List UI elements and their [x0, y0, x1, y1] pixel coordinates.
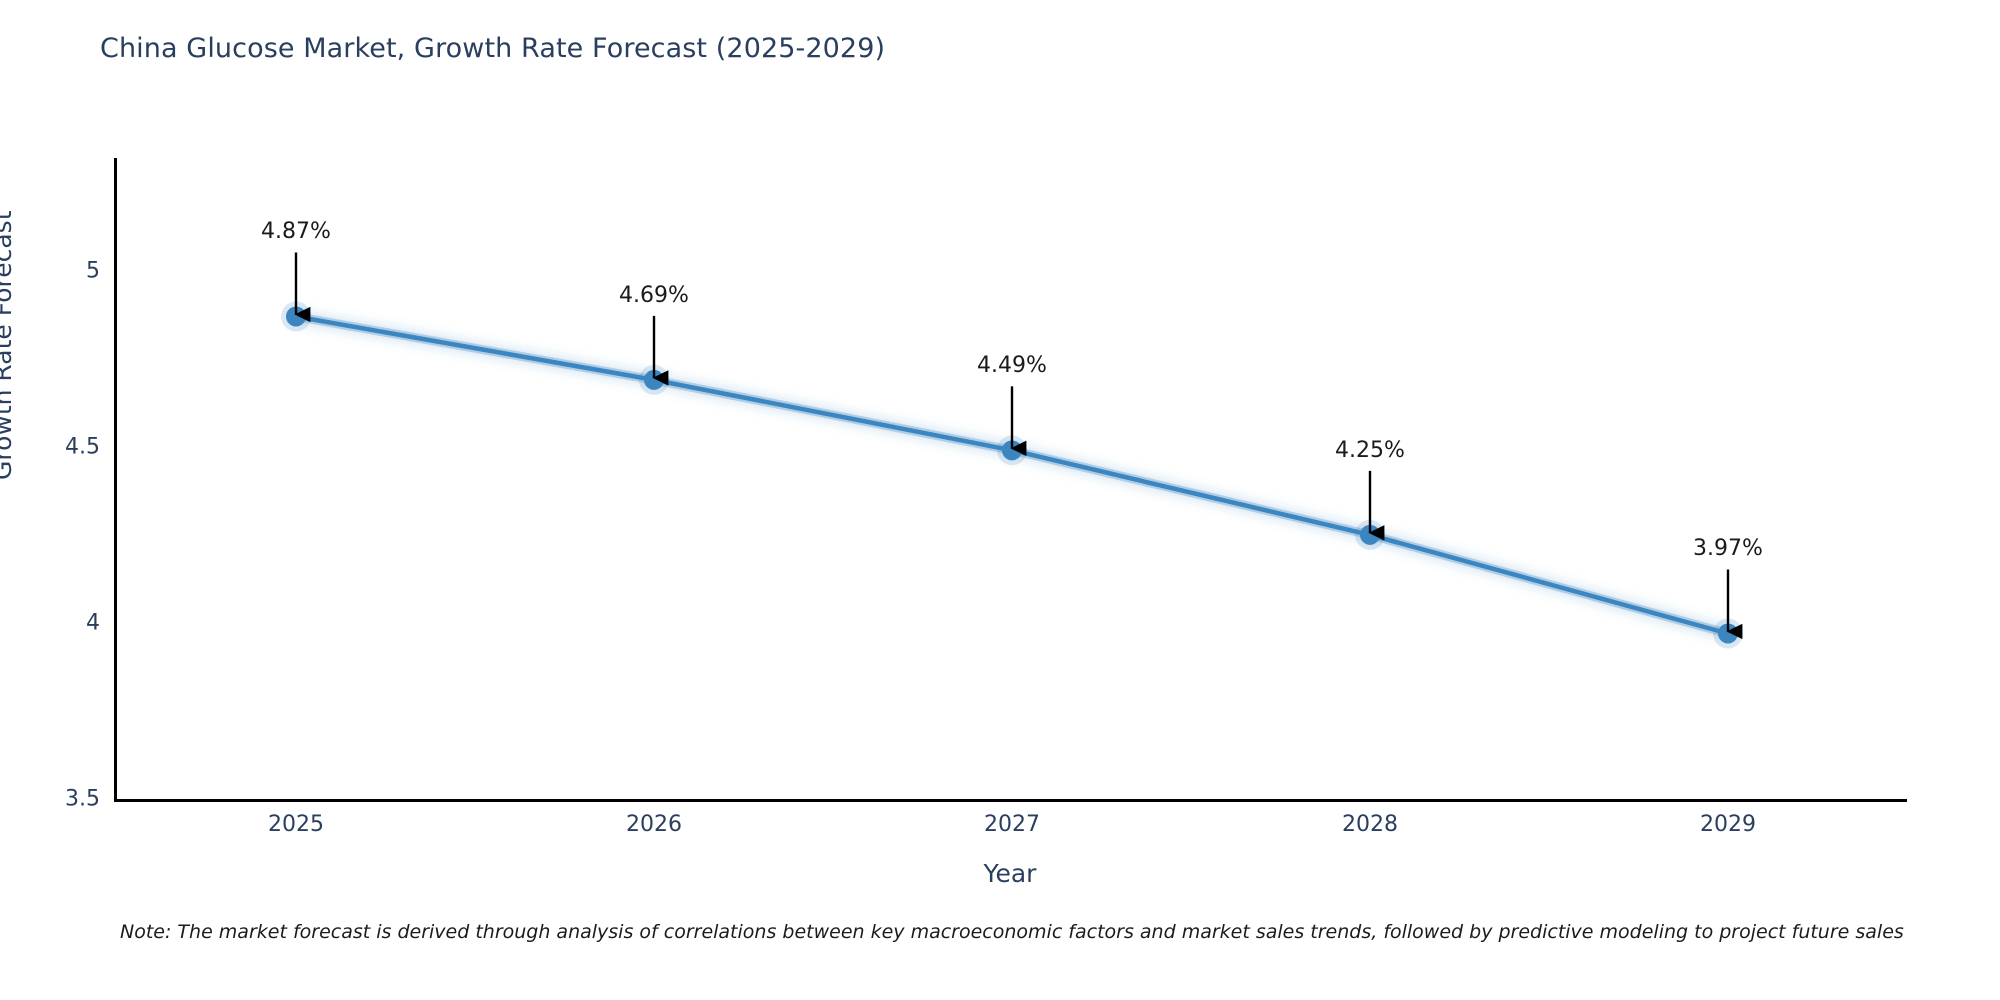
chart-title: China Glucose Market, Growth Rate Foreca… [100, 33, 886, 64]
x-tick-label: 2025 [268, 812, 324, 837]
x-tick-label: 2028 [1342, 812, 1398, 837]
y-tick-label: 4 [86, 610, 100, 636]
x-tick-label: 2026 [626, 812, 682, 837]
data-point-label: 4.49% [977, 353, 1047, 379]
chart-footnote: Note: The market forecast is derived thr… [120, 921, 1904, 943]
y-tick-label: 5 [86, 258, 100, 284]
data-point-label: 4.69% [619, 282, 689, 308]
x-tick-label: 2029 [1700, 812, 1756, 837]
data-point-label: 4.87% [261, 219, 331, 245]
y-tick-label: 4.5 [65, 434, 100, 460]
y-tick-label: 3.5 [65, 786, 100, 812]
data-point-label: 3.97% [1693, 536, 1763, 562]
x-axis-title: Year [983, 859, 1037, 888]
x-axis-line [114, 799, 1907, 802]
data-point-label: 4.25% [1335, 437, 1405, 463]
y-axis-line [114, 158, 117, 802]
x-tick-label: 2027 [984, 812, 1040, 837]
